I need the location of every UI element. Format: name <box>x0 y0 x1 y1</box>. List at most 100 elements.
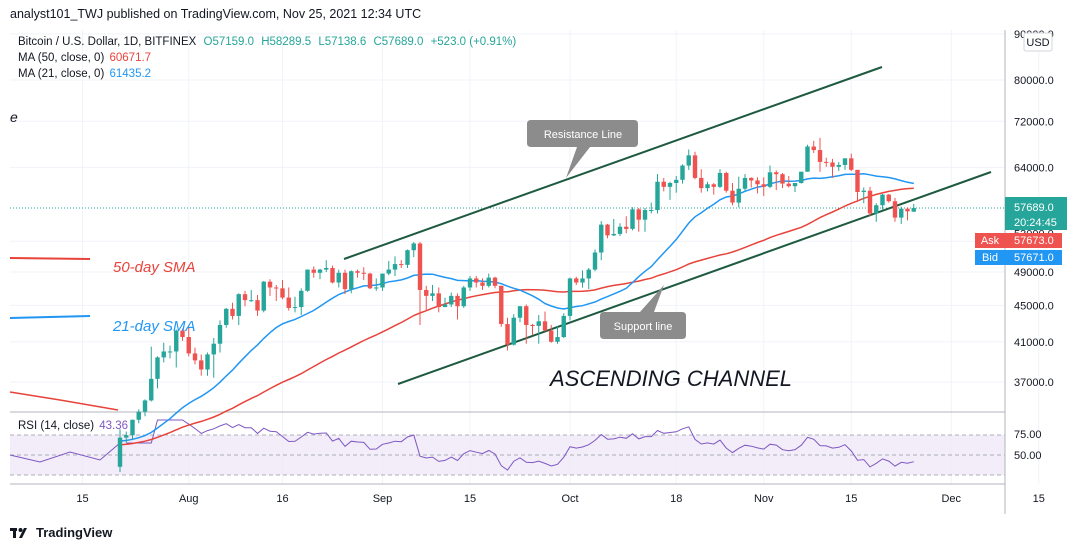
legend-change: +523.0 (+0.91%) <box>430 36 517 48</box>
rsi-line-history <box>9 442 121 463</box>
candle-body <box>186 337 191 354</box>
candle-body <box>880 194 885 206</box>
candle-body <box>349 271 354 290</box>
candle-body <box>174 330 179 352</box>
candle-body <box>586 269 591 279</box>
legend-close: C57689.0 <box>373 36 424 48</box>
price-tags: USD 57689.0 20:24:45 Ask 57673.0 Bid 57671.0 <box>975 32 1067 265</box>
bid-value: 57671.0 <box>1014 252 1054 264</box>
candle-body <box>661 181 666 187</box>
candle-body <box>292 307 298 309</box>
candle-body <box>580 278 585 283</box>
support-callout-text: Support line <box>614 321 673 333</box>
candle-body <box>180 330 185 338</box>
candle-body <box>892 201 898 218</box>
candle-body <box>280 288 285 298</box>
currency-badge <box>1023 32 1053 52</box>
candle-body <box>780 174 785 184</box>
cropped-text: e <box>10 109 18 125</box>
candle-body <box>499 285 504 325</box>
candle-body <box>199 360 204 370</box>
ask-value: 57673.0 <box>1014 235 1054 247</box>
candle-body <box>167 351 173 353</box>
candle-body <box>655 181 660 211</box>
price-tick-label: 80000.0 <box>1014 75 1054 87</box>
candle-body <box>911 208 916 212</box>
time-tick-label: Aug <box>179 493 199 505</box>
candle-body <box>805 146 810 172</box>
candle-body <box>642 210 648 220</box>
candle-body <box>705 184 710 189</box>
candle-body <box>161 351 166 358</box>
candle-body <box>680 165 685 180</box>
candle-body <box>442 304 448 308</box>
channel-title: ASCENDING CHANNEL <box>548 366 792 391</box>
bid-label-bg <box>975 250 1005 265</box>
candle-body <box>742 177 748 189</box>
time-tick-label: 16 <box>276 493 288 505</box>
candle-body <box>686 155 691 166</box>
last-price-tag <box>1005 197 1067 230</box>
candle-body <box>192 353 198 361</box>
candle-body <box>211 343 216 355</box>
candle-body <box>342 272 348 290</box>
legend-low: L57138.6 <box>318 36 367 48</box>
tradingview-brand: TradingView <box>36 524 113 540</box>
rsi-pane <box>9 411 1005 485</box>
candle-body <box>899 208 904 218</box>
candle-body <box>524 306 529 325</box>
candle-body <box>611 233 616 236</box>
candle-body <box>599 224 604 253</box>
price-grid <box>10 30 1040 484</box>
candle-body <box>605 224 610 236</box>
candle-body <box>455 295 460 307</box>
candle-body <box>286 297 291 308</box>
candle-body <box>736 188 741 203</box>
candle-body <box>574 278 579 283</box>
candle-body <box>792 182 798 187</box>
publish-text: analyst101_TWJ published on TradingView.… <box>10 7 422 21</box>
ma50-label: MA (50, close, 0) <box>18 52 105 64</box>
candle-body <box>399 264 404 266</box>
candle-body <box>461 287 466 307</box>
candle-body <box>436 293 441 308</box>
candle-body <box>617 226 623 234</box>
time-tick-label: 15 <box>464 493 476 505</box>
bid-value-bg <box>1005 250 1062 265</box>
candle-body <box>136 411 141 420</box>
time-tick-label: Oct <box>561 493 578 505</box>
candle-body <box>299 290 304 308</box>
candle-body <box>674 179 679 183</box>
ma50-line-early <box>9 391 119 411</box>
last-price-value: 57689.0 <box>1014 202 1054 214</box>
candle-body <box>717 172 723 187</box>
candle-body <box>274 287 279 289</box>
candle-body <box>430 293 435 296</box>
candle-body <box>711 184 716 187</box>
candle-body <box>480 282 485 286</box>
time-tick-label: 18 <box>670 493 682 505</box>
candle-body <box>367 273 373 289</box>
candle-body <box>324 268 329 270</box>
bid-label: Bid <box>982 252 998 264</box>
tradingview-footer[interactable]: TradingView <box>10 522 112 542</box>
tradingview-logo-icon <box>10 528 27 538</box>
ma50-line <box>119 187 914 446</box>
candle-body <box>755 180 760 185</box>
candle-body <box>424 289 429 296</box>
resistance-callout-box <box>527 120 638 178</box>
candle-body <box>817 150 823 162</box>
candle-body <box>405 250 410 265</box>
time-tick-label: Sep <box>373 493 393 505</box>
price-tick-label: 41000.0 <box>1014 337 1054 349</box>
candle-body <box>630 209 635 229</box>
candle-body <box>392 264 398 270</box>
candle-body <box>555 337 560 342</box>
candle-body <box>155 357 160 379</box>
candle-body <box>649 210 654 212</box>
sma21-annotation: 21-day SMA <box>112 318 196 335</box>
candle-body <box>261 281 266 311</box>
candle-body <box>542 321 548 331</box>
ma50-value: 60671.7 <box>109 52 152 64</box>
